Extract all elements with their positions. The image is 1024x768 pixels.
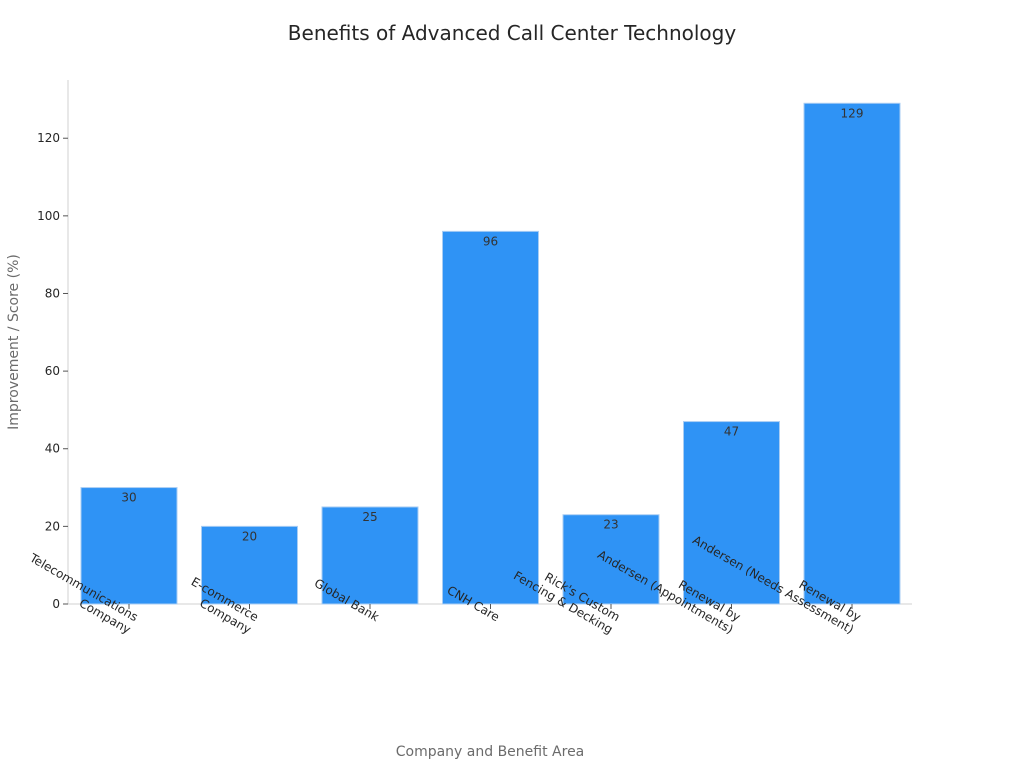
y-tick-label: 40 [45, 442, 60, 456]
bar [80, 487, 178, 605]
plot-area: 02040608010012030TelecommunicationsCompa… [26, 80, 912, 637]
y-tick-label: 120 [37, 131, 60, 145]
bar-data-label: 23 [603, 518, 618, 532]
bar-data-label: 20 [242, 529, 257, 543]
bar-data-label: 129 [841, 106, 864, 120]
bar-data-label: 30 [121, 491, 136, 505]
y-tick-label: 0 [52, 597, 60, 611]
y-tick-label: 20 [45, 519, 60, 533]
bar-data-label: 47 [724, 425, 739, 439]
y-tick-label: 60 [45, 364, 60, 378]
bar [803, 102, 901, 605]
bar-data-label: 25 [362, 510, 377, 524]
chart-title: Benefits of Advanced Call Center Technol… [288, 21, 737, 45]
y-axis-label: Improvement / Score (%) [6, 254, 22, 430]
bar [562, 514, 660, 605]
bar [683, 421, 780, 605]
bar [321, 506, 419, 605]
y-tick-label: 80 [45, 286, 60, 300]
x-axis-label: Company and Benefit Area [396, 744, 585, 760]
bar-data-label: 96 [483, 234, 498, 248]
bar [442, 230, 539, 605]
y-tick-label: 100 [37, 209, 60, 223]
